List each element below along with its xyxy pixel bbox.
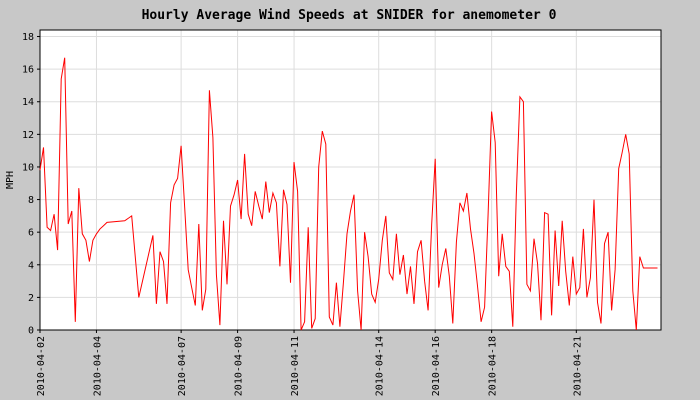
x-tick-label: 2010-04-04 xyxy=(92,336,103,396)
x-tick-label: 2010-04-09 xyxy=(234,336,245,396)
axes xyxy=(39,29,662,331)
wind-speed-line xyxy=(39,57,658,331)
x-tick-label: 2010-04-16 xyxy=(431,336,442,396)
y-tick-label: 4 xyxy=(28,260,34,271)
y-tick-label: 12 xyxy=(22,130,34,141)
y-tick-label: 0 xyxy=(28,326,34,337)
x-tick-label: 2010-04-18 xyxy=(488,336,499,396)
y-tick-label: 10 xyxy=(22,162,34,173)
y-axis-label: MPH xyxy=(5,171,16,189)
x-tick-label: 2010-04-11 xyxy=(290,336,301,396)
y-tick-label: 2 xyxy=(28,293,34,304)
y-tick-label: 16 xyxy=(22,65,34,76)
y-axis-ticks: 0 2 4 6 8 10 12 14 16 18 xyxy=(22,32,40,337)
plot-area xyxy=(40,30,661,330)
y-tick-label: 6 xyxy=(28,228,34,239)
x-axis-ticks: 2010-04-02 2010-04-04 2010-04-07 2010-04-09… xyxy=(36,330,583,396)
x-tick-label: 2010-04-07 xyxy=(177,336,188,396)
y-tick-label: 8 xyxy=(28,195,34,206)
x-tick-label: 2010-04-14 xyxy=(375,336,386,396)
plot-border xyxy=(39,29,662,331)
y-tick-label: 14 xyxy=(22,97,34,108)
x-tick-label: 2010-04-02 xyxy=(36,336,47,396)
y-tick-label: 18 xyxy=(22,32,34,43)
chart-title: Hourly Average Wind Speeds at SNIDER for… xyxy=(142,8,557,23)
x-tick-label: 2010-04-21 xyxy=(572,336,583,396)
